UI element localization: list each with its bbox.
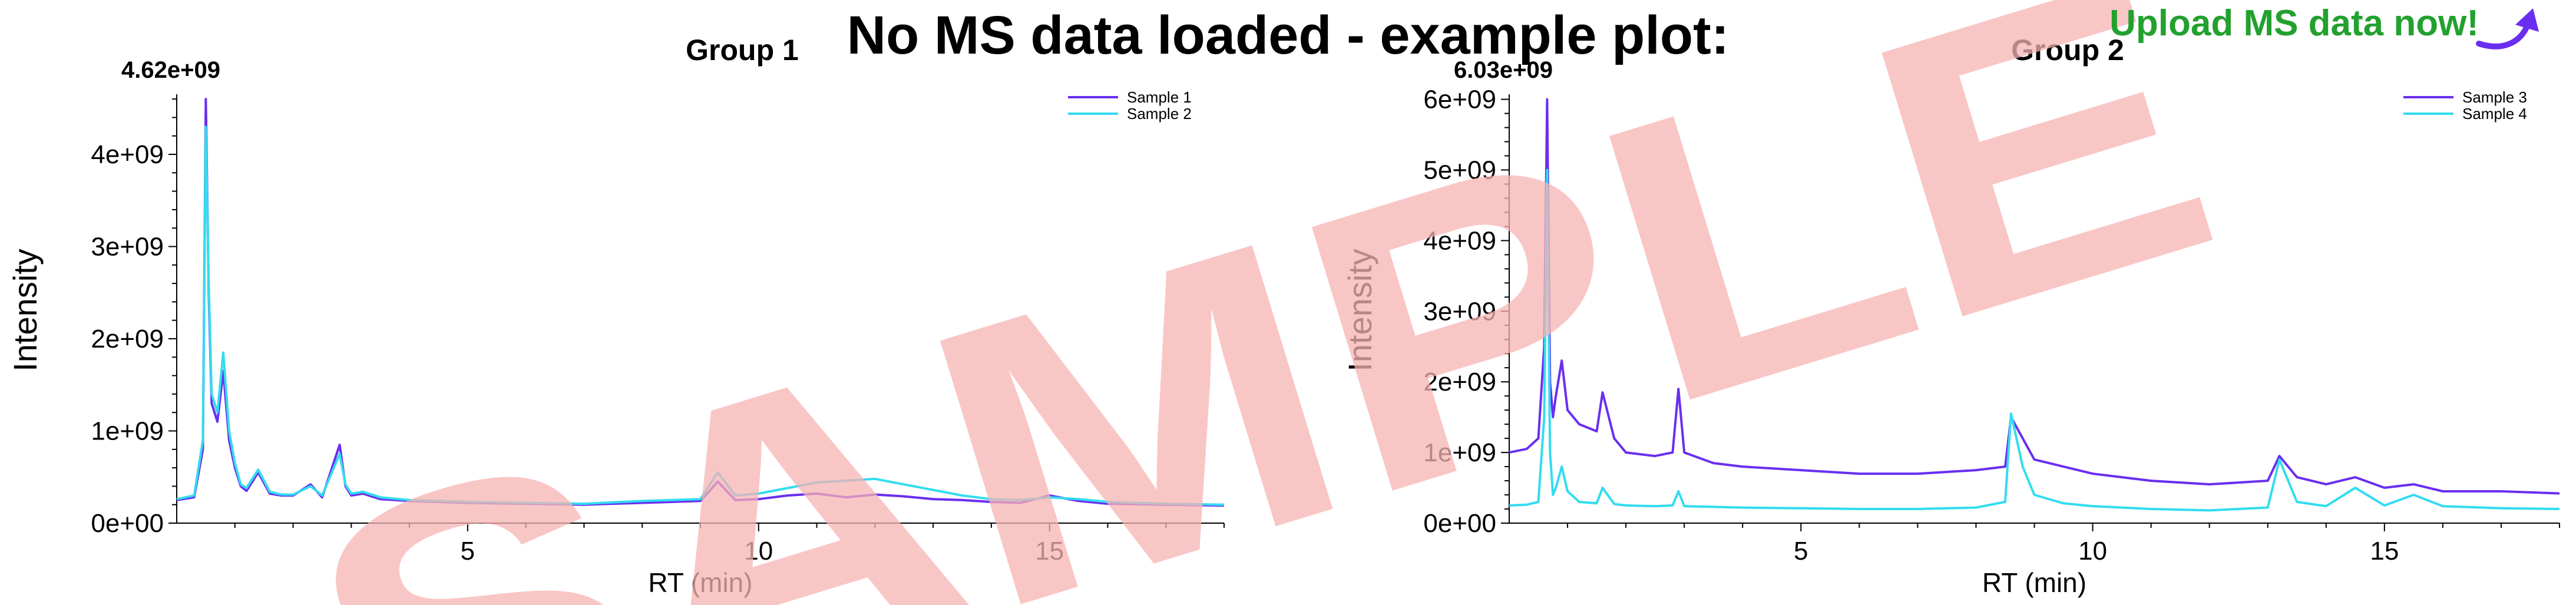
curved-arrow-icon[interactable] — [2474, 2, 2542, 55]
group-1-chart: Group 1 4.62e+09 0e+00 1e+09 2e+09 3e+09 4e+09… — [6, 34, 1225, 598]
y-tick-label: 3e+09 — [1423, 297, 1496, 326]
y-axis-label: Intensity — [6, 249, 44, 372]
x-tick-label: 15 — [2370, 537, 2399, 566]
series-line-sample-4 — [1509, 168, 2560, 512]
y-tick-label: 5e+09 — [1423, 156, 1496, 184]
y-tick-label: 6e+09 — [1423, 85, 1496, 114]
legend-label: Sample 1 — [1127, 88, 1192, 106]
y-tick-label: 4e+09 — [91, 140, 164, 169]
legend-label: Sample 4 — [2462, 105, 2527, 123]
y-tick-label: 1e+09 — [1423, 438, 1496, 467]
x-axis-label: RT (min) — [1982, 567, 2086, 598]
series-line-sample-2 — [176, 125, 1225, 506]
x-tick-label: 15 — [1035, 537, 1064, 566]
series-line-sample-3 — [1509, 98, 2560, 495]
x-axis-label: RT (min) — [648, 567, 752, 598]
chart-title: Group 2 — [2011, 34, 2124, 67]
max-intensity-label: 6.03e+09 — [1454, 57, 1553, 83]
y-tick-label: 3e+09 — [91, 233, 164, 262]
y-tick-label: 2e+09 — [1423, 368, 1496, 396]
y-tick-label: 0e+00 — [1423, 509, 1496, 538]
x-tick-label: 10 — [744, 537, 773, 566]
chart-title: Group 1 — [686, 34, 799, 67]
legend-label: Sample 2 — [1127, 105, 1192, 123]
y-axis-label: Intensity — [1341, 249, 1378, 372]
sample-watermark: SAMPLE — [265, 0, 2255, 605]
y-tick-label: 4e+09 — [1423, 226, 1496, 255]
max-intensity-label: 4.62e+09 — [121, 57, 220, 83]
y-tick-label: 2e+09 — [91, 325, 164, 353]
group-2-chart: Group 2 6.03e+09 0e+00 1e+09 2e+09 3e+09 4e+09… — [1341, 34, 2560, 598]
legend-label: Sample 3 — [2462, 88, 2527, 106]
upload-ms-data-link[interactable]: Upload MS data now! — [2109, 3, 2479, 44]
y-tick-label: 0e+00 — [91, 509, 164, 538]
x-tick-label: 5 — [461, 537, 475, 566]
x-tick-label: 5 — [1794, 537, 1808, 566]
x-tick-label: 10 — [2078, 537, 2107, 566]
y-tick-label: 1e+09 — [91, 417, 164, 446]
